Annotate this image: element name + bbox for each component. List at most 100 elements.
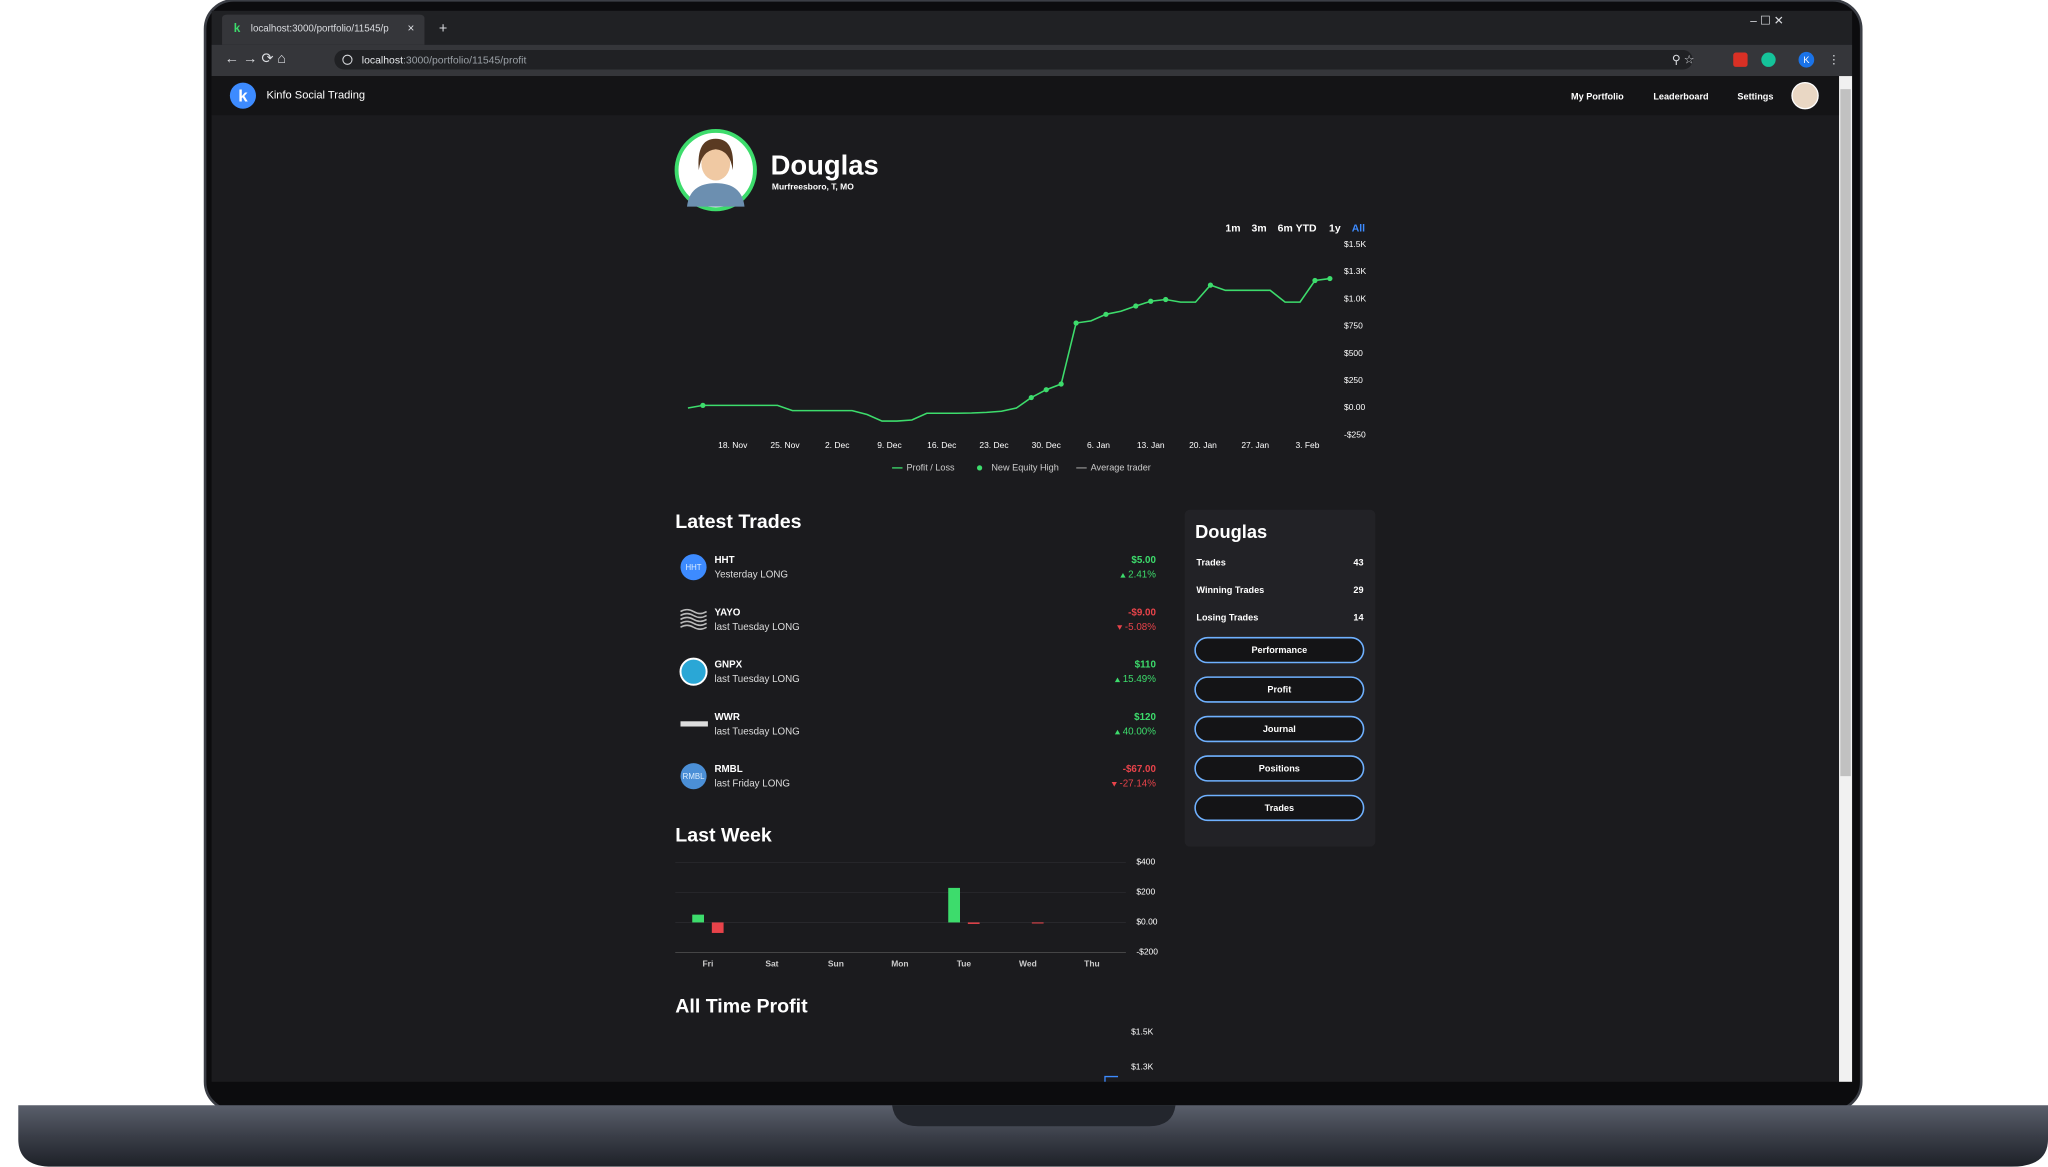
stat-button[interactable] [1194,794,1365,822]
bar [692,914,704,923]
nav-link[interactable]: Settings [1737,91,1773,101]
trade-ticker[interactable]: GNPX [714,660,742,671]
legend-label[interactable]: Average trader [1091,462,1151,472]
stat-button[interactable] [1194,676,1365,703]
trade-pnl: $5.00 [1131,555,1156,566]
tab-close[interactable]: × [408,22,415,35]
stat-button[interactable] [1194,636,1365,664]
stat-button-label[interactable]: Profit [1267,685,1291,695]
stat-label: Winning Trades [1196,585,1264,595]
trade-ticker[interactable]: WWR [714,712,740,723]
x-tick-label: 27. Jan [1241,440,1269,450]
range-option[interactable]: All [1352,224,1365,235]
trade-pnl: $110 [1135,660,1157,671]
trade-pnl: -$9.00 [1128,607,1156,618]
trade-pnl: -$67.00 [1123,764,1157,775]
brand-logo-letter: k [238,86,248,105]
range-option[interactable]: 1m [1225,224,1240,235]
y-tick-label: -$200 [1136,947,1158,957]
avatar-hair [698,138,734,171]
profile-name: Douglas [771,150,879,181]
tab-title: localhost:3000/portfolio/11545/p [251,24,390,35]
bar [967,922,980,924]
range-option[interactable]: 3m [1252,224,1267,235]
new-tab[interactable]: + [439,21,447,37]
trade-ticker[interactable]: YAYO [714,607,740,618]
y-tick-label: $1.0K [1344,293,1366,303]
trade-icon [680,616,708,623]
active-tab[interactable] [222,14,425,45]
zoom-star[interactable]: ⚲ ☆ [1672,54,1694,67]
x-tick-label: 23. Dec [979,440,1009,450]
equity-high-dot [1163,296,1169,303]
url-path: :3000/portfolio/11545/profit [403,55,527,66]
trade-when: last Friday LONG [714,779,790,790]
section-title: All Time Profit [675,996,808,1018]
section-title: Latest Trades [675,511,801,533]
grammarly-icon[interactable] [1761,52,1776,67]
nav-buttons[interactable]: ← → ⟳ ⌂ [225,51,286,67]
trade-ticker[interactable]: HHT [714,555,734,566]
trade-icon [680,620,708,627]
stat-value: 43 [1353,558,1363,568]
trade-icon-text: RMBL [683,772,705,781]
brand-logo[interactable] [229,82,256,109]
trade-change: 15.49% [1123,674,1156,685]
profile-icon[interactable] [1798,51,1815,68]
equity-high-dot [1312,277,1318,284]
trade-change: -27.14% [1119,779,1156,790]
x-tick-label: 30. Dec [1032,440,1062,450]
avatar-face [701,146,731,181]
stat-button-label[interactable]: Performance [1251,645,1307,655]
navbar [211,76,1840,116]
trade-icon [680,721,708,727]
legend-label[interactable]: Profit / Loss [906,462,955,472]
stat-button[interactable] [1194,715,1365,743]
equity-high-dot [1043,387,1049,393]
bar [948,887,960,923]
equity-high-dot [1058,381,1064,387]
x-tick-label: Tue [957,958,972,968]
laptop-notch [892,1105,1176,1127]
equity-high-dot [1148,298,1154,304]
trade-ticker[interactable]: RMBL [714,764,742,775]
extension-icon[interactable] [1733,52,1748,67]
x-tick-label: Wed [1019,958,1037,968]
window-controls[interactable]: – ☐ ✕ [1750,14,1783,27]
trade-change: 40.00% [1123,726,1156,737]
stat-button-label[interactable]: Journal [1263,724,1296,734]
nav-link[interactable]: Leaderboard [1653,91,1708,101]
trade-icon [680,624,708,630]
url-host: localhost [362,55,403,66]
y-tick-label: $1.3K [1344,266,1366,276]
stat-value: 14 [1353,613,1364,623]
nav-link[interactable]: My Portfolio [1571,91,1624,101]
stat-button-label[interactable]: Positions [1259,764,1300,774]
all-time-chart: All Time Profit $1.5K $1.3K [675,996,1153,1072]
x-tick-label: 25. Nov [770,440,800,450]
legend-label[interactable]: New Equity High [991,462,1058,472]
scrollbar-thumb[interactable] [1840,89,1851,777]
address-bar[interactable] [334,49,1693,70]
stat-button[interactable] [1194,755,1365,782]
stats-title: Douglas [1195,521,1267,542]
equity-high-dot [1207,282,1214,288]
x-tick-label: 6. Jan [1087,440,1110,450]
avatar-shirt [687,183,745,207]
x-tick-label: Mon [891,958,908,968]
range-option[interactable]: YTD [1296,224,1317,235]
all-time-line-start [1104,1075,1119,1082]
range-option[interactable]: 1y [1329,224,1341,235]
stat-button-label[interactable]: Trades [1265,803,1294,813]
brand-name[interactable]: Kinfo Social Trading [266,90,365,102]
y-tick-label: $1.5K [1344,239,1366,249]
range-option[interactable]: 6m [1278,224,1293,235]
x-tick-label: 2. Dec [825,440,850,450]
trade-icon [680,554,707,581]
info-icon[interactable] [342,54,353,65]
user-avatar[interactable] [1791,81,1819,110]
menu-icon[interactable]: ⋮ [1828,54,1840,67]
trade-icon [680,608,708,615]
equity-high-dot [1327,275,1333,282]
profile-location: Murfreesboro, T, MO [772,181,854,191]
